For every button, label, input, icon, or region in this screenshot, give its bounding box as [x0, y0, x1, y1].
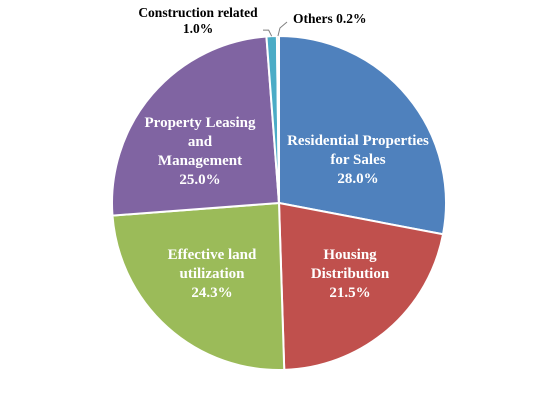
- pie-slice-others: [275, 34, 280, 204]
- leader-line-others: [277, 21, 288, 37]
- slice-label-residential-properties-for-sales: Residential Properties for Sales 28.0%: [287, 133, 429, 187]
- pie-slices: [111, 34, 447, 371]
- pie-slice-effective-land-utilization: [111, 201, 286, 371]
- pie-slice-housing-distribution: [277, 201, 445, 371]
- pie-slice-residential-properties-for-sales: [278, 34, 447, 236]
- slice-label-construction-related: Construction related 1.0%: [138, 5, 258, 36]
- leader-lines: [263, 21, 288, 37]
- leader-line-construction-related: [263, 29, 273, 37]
- pie-slice-property-leasing-and-management: [111, 35, 281, 217]
- slice-label-housing-distribution: Housing Distribution 21.5%: [311, 247, 390, 301]
- slice-label-others: Others 0.2%: [293, 11, 367, 26]
- slice-label-effective-land-utilization: Effective land utilization 24.3%: [168, 247, 257, 301]
- slice-labels: Residential Properties for Sales 28.0% Hous…: [138, 5, 429, 301]
- slice-label-property-leasing-and-management: Property Leasing and Management 25.0%: [145, 115, 256, 188]
